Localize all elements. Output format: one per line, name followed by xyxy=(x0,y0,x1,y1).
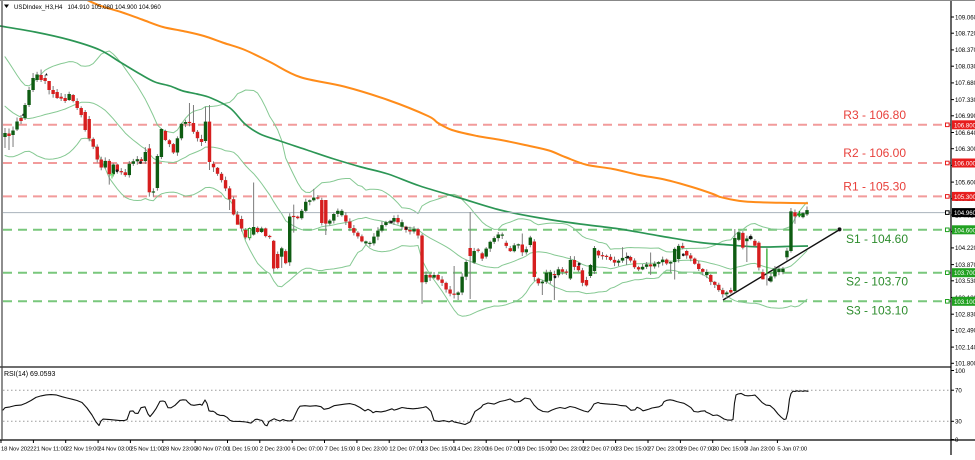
svg-text:16 Dec 07:00: 16 Dec 07:00 xyxy=(486,447,521,453)
svg-text:23 Dec 15:00: 23 Dec 15:00 xyxy=(616,447,651,453)
svg-text:106.000: 106.000 xyxy=(954,161,975,168)
svg-text:104.600: 104.600 xyxy=(954,227,975,234)
svg-text:1 Dec 15:00: 1 Dec 15:00 xyxy=(228,447,259,453)
svg-text:105.300: 105.300 xyxy=(954,194,975,201)
svg-text:S2 - 103.70: S2 - 103.70 xyxy=(846,275,908,289)
svg-text:7 Dec 15:00: 7 Dec 15:00 xyxy=(325,447,356,453)
svg-text:5 Jan 07:00: 5 Jan 07:00 xyxy=(777,447,808,453)
svg-text:108.720: 108.720 xyxy=(955,31,975,38)
svg-text:104.220: 104.220 xyxy=(955,245,975,252)
svg-text:30 Nov 07:00: 30 Nov 07:00 xyxy=(195,447,230,453)
svg-text:0: 0 xyxy=(955,437,959,444)
svg-text:21 Nov 11:00: 21 Nov 11:00 xyxy=(33,447,67,453)
svg-text:103.700: 103.700 xyxy=(954,270,975,277)
svg-text:20 Dec 23:00: 20 Dec 23:00 xyxy=(551,447,586,453)
svg-text:8 Dec 23:00: 8 Dec 23:00 xyxy=(357,447,388,453)
svg-text:70: 70 xyxy=(955,388,962,395)
svg-text:30: 30 xyxy=(955,419,962,426)
svg-text:102.830: 102.830 xyxy=(955,312,975,319)
svg-text:14 Dec 23:00: 14 Dec 23:00 xyxy=(454,447,489,453)
svg-text:30 Dec 15:00: 30 Dec 15:00 xyxy=(713,447,748,453)
svg-text:28 Nov 23:00: 28 Nov 23:00 xyxy=(163,447,198,453)
svg-text:102.140: 102.140 xyxy=(955,344,975,351)
svg-text:19 Dec 15:00: 19 Dec 15:00 xyxy=(519,447,554,453)
svg-text:100: 100 xyxy=(955,368,966,375)
svg-text:109.060: 109.060 xyxy=(955,14,975,21)
svg-text:103.870: 103.870 xyxy=(955,262,975,269)
svg-text:101.800: 101.800 xyxy=(955,361,975,368)
svg-text:2 Dec 23:00: 2 Dec 23:00 xyxy=(260,447,291,453)
svg-text:108.030: 108.030 xyxy=(955,64,975,71)
svg-text:22 Nov 19:00: 22 Nov 19:00 xyxy=(66,447,101,453)
svg-text:106.640: 106.640 xyxy=(955,130,975,137)
svg-text:107.680: 107.680 xyxy=(955,80,975,87)
svg-text:R1 - 105.30: R1 - 105.30 xyxy=(843,179,906,193)
svg-text:104.960: 104.960 xyxy=(954,210,975,217)
svg-text:S1 - 104.60: S1 - 104.60 xyxy=(846,232,908,246)
svg-text:103.530: 103.530 xyxy=(955,278,975,285)
svg-text:3 Jan 23:00: 3 Jan 23:00 xyxy=(745,447,776,453)
svg-text:108.370: 108.370 xyxy=(955,47,975,54)
svg-text:R2 - 106.00: R2 - 106.00 xyxy=(843,146,906,160)
svg-text:12 Dec 07:00: 12 Dec 07:00 xyxy=(389,447,424,453)
svg-text:S3 - 103.10: S3 - 103.10 xyxy=(846,303,908,317)
svg-text:24 Nov 03:00: 24 Nov 03:00 xyxy=(98,447,133,453)
svg-text:25 Nov 11:00: 25 Nov 11:00 xyxy=(130,447,164,453)
svg-text:6 Dec 07:00: 6 Dec 07:00 xyxy=(292,447,323,453)
svg-text:13 Dec 15:00: 13 Dec 15:00 xyxy=(422,447,457,453)
svg-text:RSI(14) 69.0593: RSI(14) 69.0593 xyxy=(4,371,55,378)
svg-text:18 Nov 2022: 18 Nov 2022 xyxy=(1,447,33,453)
svg-text:106.990: 106.990 xyxy=(955,113,975,120)
svg-text:106.300: 106.300 xyxy=(955,146,975,153)
svg-text:R3 - 106.80: R3 - 106.80 xyxy=(843,108,906,122)
svg-text:105.600: 105.600 xyxy=(955,179,975,186)
svg-text:106.800: 106.800 xyxy=(954,122,975,129)
svg-text:107.330: 107.330 xyxy=(955,97,975,104)
svg-text:103.100: 103.100 xyxy=(954,299,975,306)
svg-text:27 Dec 23:00: 27 Dec 23:00 xyxy=(648,447,683,453)
svg-text:102.490: 102.490 xyxy=(955,328,975,335)
svg-text:29 Dec 07:00: 29 Dec 07:00 xyxy=(680,447,715,453)
svg-text:USDIndex_H3,H4 104.910 105.0: USDIndex_H3,H4 104.910 105.080 104.900 1… xyxy=(14,4,161,11)
svg-text:22 Dec 07:00: 22 Dec 07:00 xyxy=(583,447,618,453)
